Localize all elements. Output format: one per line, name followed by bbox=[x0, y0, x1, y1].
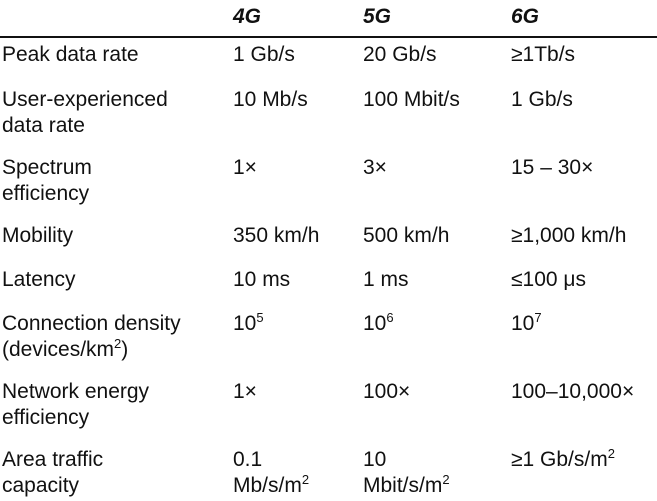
row-mobility-6g: ≥1,000 km/h bbox=[511, 224, 627, 247]
row-peak-data-rate-4g: 1 Gb/s bbox=[233, 43, 295, 66]
row-user-rate-4g: 10 Mb/s bbox=[233, 88, 308, 111]
row-energy-efficiency-5g: 100× bbox=[363, 380, 411, 403]
row-latency-label: Latency bbox=[2, 268, 76, 291]
header-5g: 5G bbox=[363, 5, 392, 28]
row-spectrum-efficiency-4g: 1× bbox=[233, 156, 257, 179]
header-rule bbox=[0, 36, 657, 38]
row-user-rate-6g: 1 Gb/s bbox=[511, 88, 573, 111]
row-area-traffic-label: Area traffic capacity bbox=[2, 448, 104, 497]
row-connection-density-label: Connection density (devices/km2) bbox=[2, 312, 181, 361]
row-latency-4g: 10 ms bbox=[233, 268, 291, 291]
header-6g: 6G bbox=[511, 5, 540, 28]
row-latency-6g: ≤100 μs bbox=[511, 268, 586, 291]
row-peak-data-rate-5g: 20 Gb/s bbox=[363, 43, 437, 66]
row-energy-efficiency-4g: 1× bbox=[233, 380, 257, 403]
row-energy-efficiency-6g: 100–10,000× bbox=[511, 380, 635, 403]
header-4g: 4G bbox=[233, 5, 262, 28]
row-mobility-5g: 500 km/h bbox=[363, 224, 450, 247]
row-mobility-label: Mobility bbox=[2, 224, 74, 247]
row-spectrum-efficiency-label: Spectrum efficiency bbox=[2, 156, 92, 205]
row-spectrum-efficiency-5g: 3× bbox=[363, 156, 387, 179]
row-connection-density-5g: 106 bbox=[363, 310, 394, 335]
row-area-traffic-4g: 0.1 Mb/s/m2 bbox=[233, 448, 310, 497]
row-area-traffic-6g: ≥1 Gb/s/m2 bbox=[511, 446, 615, 471]
row-connection-density-6g: 107 bbox=[511, 310, 542, 335]
row-area-traffic-5g: 10 Mbit/s/m2 bbox=[363, 448, 450, 497]
row-peak-data-rate-label: Peak data rate bbox=[2, 43, 139, 66]
row-energy-efficiency-label: Network energy efficiency bbox=[2, 380, 150, 429]
row-user-rate-5g: 100 Mbit/s bbox=[363, 88, 460, 111]
row-user-rate-label: User-experienced data rate bbox=[2, 88, 168, 137]
row-spectrum-efficiency-6g: 15 – 30× bbox=[511, 156, 594, 179]
row-mobility-4g: 350 km/h bbox=[233, 224, 320, 247]
row-latency-5g: 1 ms bbox=[363, 268, 409, 291]
row-peak-data-rate-6g: ≥1Tb/s bbox=[511, 43, 576, 66]
row-connection-density-4g: 105 bbox=[233, 310, 264, 335]
